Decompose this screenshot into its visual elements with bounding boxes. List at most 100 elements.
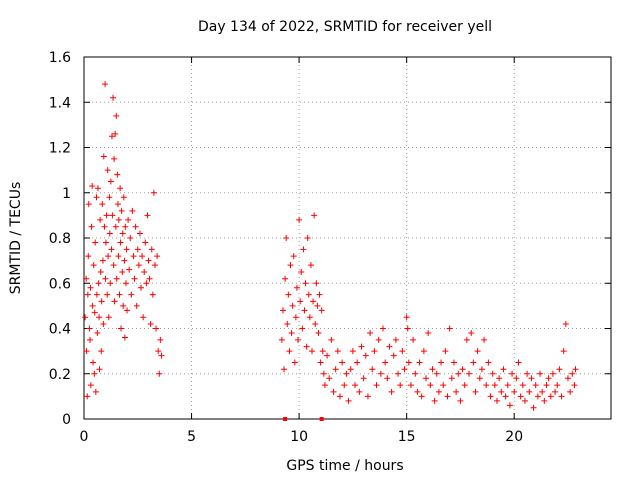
data-point <box>446 325 453 332</box>
data-point <box>572 366 579 373</box>
data-point <box>114 171 121 178</box>
data-point <box>297 298 304 305</box>
data-point <box>293 284 300 291</box>
data-point <box>463 336 470 343</box>
data-point <box>119 268 126 275</box>
data-point <box>496 375 503 382</box>
data-point <box>143 280 150 287</box>
data-point <box>141 268 148 275</box>
data-point <box>128 291 135 298</box>
data-point <box>315 330 322 337</box>
data-point <box>360 375 367 382</box>
y-tick-label: 0.8 <box>49 231 71 247</box>
data-point <box>429 366 436 373</box>
data-point <box>151 262 158 269</box>
axis-ticks <box>83 56 611 420</box>
data-point <box>556 366 563 373</box>
data-point <box>85 253 92 260</box>
data-point <box>117 325 124 332</box>
data-point <box>94 185 101 192</box>
data-point <box>319 348 326 355</box>
x-tick-label: 20 <box>505 429 523 445</box>
data-point <box>474 348 481 355</box>
data-point <box>457 397 464 404</box>
data-point <box>466 370 473 377</box>
data-point <box>382 359 389 366</box>
data-point <box>146 275 153 282</box>
data-point <box>117 185 124 192</box>
data-point <box>131 275 138 282</box>
data-point <box>515 359 522 366</box>
data-point <box>121 334 128 341</box>
y-tick-labels: 0 0.2 0.4 0.6 0.8 1 1.2 1.4 1.6 <box>49 50 71 428</box>
data-point <box>326 375 333 382</box>
data-point <box>316 291 323 298</box>
x-axis-label: GPS time / hours <box>286 458 403 474</box>
y-axis-label: SRMTID / TECUs <box>8 182 24 295</box>
plot-frame <box>83 56 612 420</box>
data-point <box>416 359 423 366</box>
data-point <box>339 359 346 366</box>
data-point <box>89 302 96 309</box>
data-point <box>96 314 103 321</box>
data-point <box>283 235 290 241</box>
data-point <box>147 320 154 327</box>
data-point <box>530 404 537 411</box>
data-point <box>98 348 105 355</box>
data-point <box>144 212 151 219</box>
data-point <box>435 388 442 395</box>
data-point <box>102 275 109 282</box>
data-point <box>304 235 311 241</box>
data-point <box>91 370 98 377</box>
data-point <box>470 359 477 366</box>
data-point <box>82 314 89 321</box>
data-point <box>155 348 162 355</box>
data-point <box>521 397 528 404</box>
data-point <box>296 216 303 223</box>
data-point <box>356 388 363 395</box>
data-point <box>129 207 136 214</box>
data-point <box>121 257 128 264</box>
data-point <box>299 325 306 332</box>
data-point <box>509 370 516 377</box>
data-point <box>386 343 393 350</box>
data-point <box>384 375 391 382</box>
data-point <box>106 194 113 201</box>
data-point <box>425 330 432 337</box>
data-point <box>150 189 157 196</box>
chart-title: Day 134 of 2022, SRMTID for receiver yel… <box>198 19 492 35</box>
data-point <box>401 366 408 373</box>
data-point <box>352 382 359 389</box>
data-point <box>84 393 91 400</box>
data-point <box>292 314 299 321</box>
data-point <box>511 388 518 395</box>
data-point <box>310 298 317 305</box>
data-point <box>397 382 404 389</box>
data-point <box>93 194 100 201</box>
x-tick-label: 10 <box>290 429 308 445</box>
data-point <box>390 352 397 359</box>
data-point <box>89 182 96 189</box>
data-point <box>569 370 576 377</box>
data-point <box>145 257 152 264</box>
data-point <box>552 388 559 395</box>
data-point <box>108 246 115 253</box>
data-point <box>410 336 417 343</box>
data-point <box>109 212 116 219</box>
x-axis-marker <box>319 417 324 421</box>
data-point <box>379 325 386 332</box>
data-point <box>124 307 131 314</box>
data-point <box>347 366 354 373</box>
data-point <box>358 343 365 350</box>
data-point <box>528 375 535 382</box>
data-point <box>290 253 297 260</box>
data-point <box>369 366 376 373</box>
data-point <box>86 325 93 332</box>
data-point <box>307 262 314 269</box>
data-point <box>148 246 155 253</box>
data-point <box>354 359 361 366</box>
data-point <box>140 314 147 321</box>
data-point <box>485 359 492 366</box>
data-point <box>448 375 455 382</box>
